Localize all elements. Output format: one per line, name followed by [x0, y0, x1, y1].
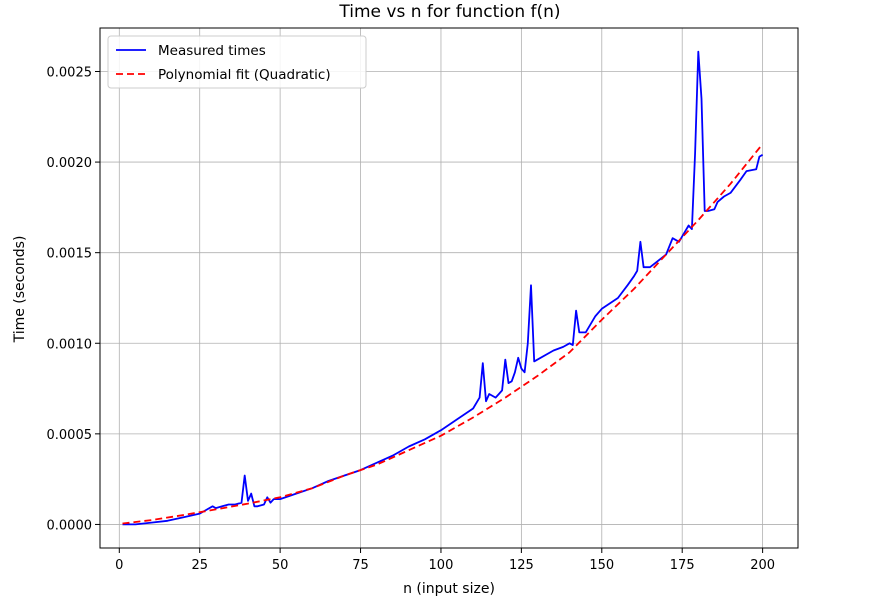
y-tick-label: 0.0015	[47, 247, 93, 262]
x-tick-label: 175	[670, 558, 695, 573]
x-tick-label: 200	[750, 558, 775, 573]
chart-title: Time vs n for function f(n)	[338, 2, 560, 22]
series-layer	[122, 50, 764, 526]
y-axis-label: Time (seconds)	[12, 236, 28, 344]
legend-label: Polynomial fit (Quadratic)	[158, 67, 331, 83]
x-tick-label: 0	[115, 558, 123, 573]
y-tick-label: 0.0020	[47, 156, 93, 171]
x-tick-label: 75	[352, 558, 369, 573]
measured-times-line	[122, 50, 764, 526]
x-tick-label: 125	[509, 558, 534, 573]
polynomial-fit-line	[122, 143, 764, 525]
legend-box	[107, 35, 367, 89]
y-tick-label: 0.0025	[47, 65, 93, 80]
plot-frame	[99, 27, 799, 549]
grid	[100, 28, 798, 548]
x-tick-label: 50	[272, 558, 289, 573]
x-tick-label: 150	[589, 558, 614, 573]
x-tick-label: 100	[429, 558, 454, 573]
legend: Measured times Polynomial fit (Quadratic)	[107, 35, 367, 89]
x-axis-label: n (input size)	[403, 581, 495, 597]
ticks: 0 25 50 75 100 125 150 175 200 0.0000 0.0005 0.0010…	[47, 65, 776, 573]
legend-label: Measured times	[158, 43, 266, 59]
y-tick-label: 0.0005	[47, 428, 93, 443]
x-tick-label: 25	[191, 558, 208, 573]
y-tick-label: 0.0000	[47, 518, 93, 533]
y-tick-label: 0.0010	[47, 337, 93, 352]
